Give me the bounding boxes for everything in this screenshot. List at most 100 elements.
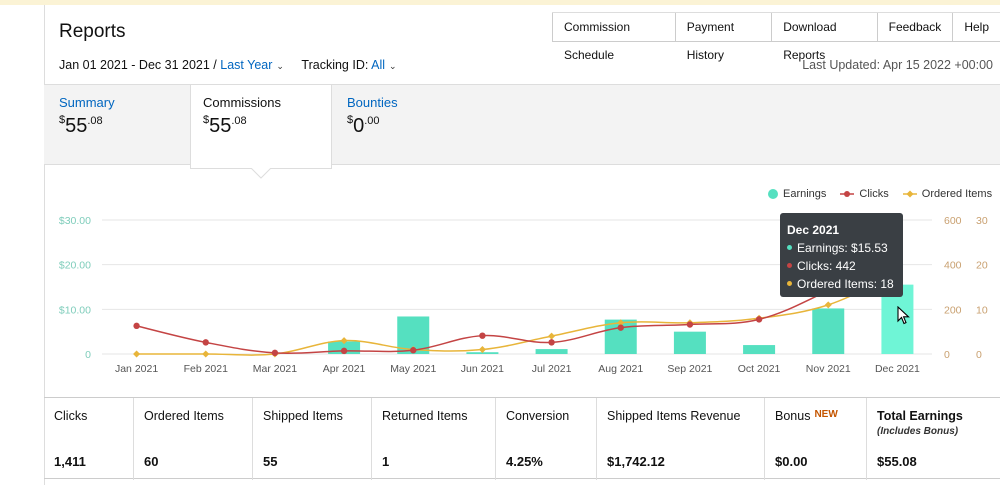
stat-label: Clicks xyxy=(54,409,88,423)
new-badge: NEW xyxy=(814,409,838,420)
tooltip-ordered-text: Ordered Items: 18 xyxy=(797,277,894,291)
clicks-point xyxy=(340,347,348,355)
summary-dollars: 55 xyxy=(65,115,88,137)
legend-earnings-label: Earnings xyxy=(783,188,827,200)
x-tick-label: Apr 2021 xyxy=(323,363,366,375)
ordered-items-point xyxy=(617,319,625,327)
payment-history-button[interactable]: Payment History xyxy=(674,13,772,62)
y-right-ordered-tick-label: 30 xyxy=(976,215,988,227)
date-preset-label: Last Year xyxy=(220,58,273,72)
stat-label: Shipped Items Revenue xyxy=(607,409,741,423)
stat-value: 55 xyxy=(263,454,278,469)
stat-value: 60 xyxy=(144,454,159,469)
x-tick-label: Aug 2021 xyxy=(598,363,643,375)
summary-cents: .08 xyxy=(87,115,103,127)
tab-bounties-value: $0.00 xyxy=(347,114,398,138)
stat-value: 1,411 xyxy=(54,454,86,469)
earnings-dot-icon xyxy=(768,189,778,199)
help-button[interactable]: Help xyxy=(952,13,1000,42)
x-tick-label: Jan 2021 xyxy=(115,363,158,375)
stat-shipped-items: Shipped Items 55 xyxy=(253,398,372,480)
filter-row: Jan 01 2021 - Dec 31 2021 / Last Year ⌄ T… xyxy=(59,58,397,72)
legend-earnings[interactable]: Earnings xyxy=(768,188,826,200)
stat-ordered-items: Ordered Items 60 xyxy=(134,398,253,480)
tooltip-clicks: Clicks: 442 xyxy=(787,257,896,275)
stats-bar: Clicks 1,411 Ordered Items 60 Shipped Item… xyxy=(44,397,1000,480)
commission-schedule-button[interactable]: Commission Schedule xyxy=(552,13,675,62)
earnings-bar xyxy=(535,349,568,354)
feedback-button[interactable]: Feedback xyxy=(876,13,953,42)
stat-clicks: Clicks 1,411 xyxy=(44,398,134,480)
stat-sublabel: (Includes Bonus) xyxy=(877,426,959,437)
tooltip-earnings: Earnings: $15.53 xyxy=(787,239,896,257)
ordered-items-point xyxy=(824,301,832,309)
y-left-tick-label: $30.00 xyxy=(59,215,91,227)
legend-clicks[interactable]: Clicks xyxy=(840,188,889,200)
date-preset-dropdown[interactable]: Last Year ⌄ xyxy=(220,58,284,72)
legend-ordered-label: Ordered Items xyxy=(921,188,993,200)
x-tick-label: Oct 2021 xyxy=(738,363,781,375)
clicks-point xyxy=(617,324,624,331)
panel-left-border xyxy=(44,5,45,485)
stat-bonus: Bonus NEW $0.00 xyxy=(765,398,867,480)
tab-summary-label: Summary xyxy=(59,95,115,110)
clicks-point xyxy=(755,316,763,323)
y-right-ordered-tick-label: 10 xyxy=(976,304,988,316)
x-tick-label: Nov 2021 xyxy=(806,363,851,375)
stat-label: Ordered Items xyxy=(144,409,224,423)
legend-ordered[interactable]: Ordered Items xyxy=(902,188,993,200)
currency-symbol: $ xyxy=(203,114,210,126)
earnings-bar xyxy=(673,331,706,354)
tooltip-earnings-text: Earnings: $15.53 xyxy=(797,241,888,255)
x-tick-label: Mar 2021 xyxy=(253,363,298,375)
chart-legend: Earnings Clicks Ordered Items xyxy=(768,188,992,200)
stat-bonus-label: Bonus xyxy=(775,409,811,423)
chevron-down-icon: ⌄ xyxy=(389,61,397,71)
clicks-point xyxy=(479,332,486,339)
date-range-text: Jan 01 2021 - Dec 31 2021 / xyxy=(59,58,217,72)
clicks-bullet-icon xyxy=(787,263,792,269)
tracking-id-dropdown[interactable]: Tracking ID: All ⌄ xyxy=(301,58,396,72)
tab-commissions-value: $55.08 xyxy=(203,114,331,138)
commissions-cents: .08 xyxy=(231,115,247,127)
stat-shipped-revenue: Shipped Items Revenue $1,742.12 xyxy=(597,398,765,480)
stat-value: 4.25% xyxy=(506,454,543,469)
clicks-point xyxy=(271,349,279,357)
x-tick-label: Sep 2021 xyxy=(667,363,712,375)
stat-label: Returned Items xyxy=(382,409,468,423)
tab-summary[interactable]: Summary $55.08 xyxy=(59,85,115,166)
page-title: Reports xyxy=(59,21,126,42)
last-updated-text: Last Updated: Apr 15 2022 +00:00 xyxy=(802,58,993,72)
legend-clicks-label: Clicks xyxy=(859,188,889,200)
tooltip-clicks-text: Clicks: 442 xyxy=(797,259,856,273)
ordered-items-point xyxy=(133,350,141,358)
clicks-point xyxy=(548,339,555,346)
stat-value: $1,742.12 xyxy=(607,454,665,469)
y-right-clicks-tick-label: 400 xyxy=(944,260,962,272)
notification-bar xyxy=(0,0,1000,5)
stat-value: 1 xyxy=(382,454,390,469)
y-right-clicks-tick-label: 200 xyxy=(944,304,962,316)
stat-total-earnings: Total Earnings (Includes Bonus) $55.08 xyxy=(867,398,1000,480)
tooltip-ordered: Ordered Items: 18 xyxy=(787,275,896,293)
earnings-bar xyxy=(466,352,499,354)
earnings-bullet-icon xyxy=(787,245,792,251)
ordered-line-icon xyxy=(902,189,917,199)
tab-commissions[interactable]: Commissions $55.08 xyxy=(190,85,332,169)
clicks-point xyxy=(686,321,694,328)
stat-label: Total Earnings xyxy=(877,409,963,423)
x-tick-label: Dec 2021 xyxy=(875,363,920,375)
stat-label: Conversion xyxy=(506,409,570,423)
tooltip-title: Dec 2021 xyxy=(787,223,840,237)
chart-tooltip: Dec 2021 Earnings: $15.53 Clicks: 442 Or… xyxy=(780,213,903,297)
download-reports-button[interactable]: Download Reports xyxy=(771,13,877,62)
commissions-dollars: 55 xyxy=(209,115,232,137)
y-right-clicks-tick-label: 600 xyxy=(944,215,962,227)
ordered-items-point xyxy=(478,345,486,354)
active-tab-caret-icon xyxy=(251,166,271,179)
y-right-ordered-tick-label: 0 xyxy=(976,349,982,361)
bounties-dollars: 0 xyxy=(353,115,365,137)
clicks-point xyxy=(202,339,209,346)
tab-bounties[interactable]: Bounties $0.00 xyxy=(347,85,398,166)
x-tick-label: May 2021 xyxy=(390,363,436,375)
